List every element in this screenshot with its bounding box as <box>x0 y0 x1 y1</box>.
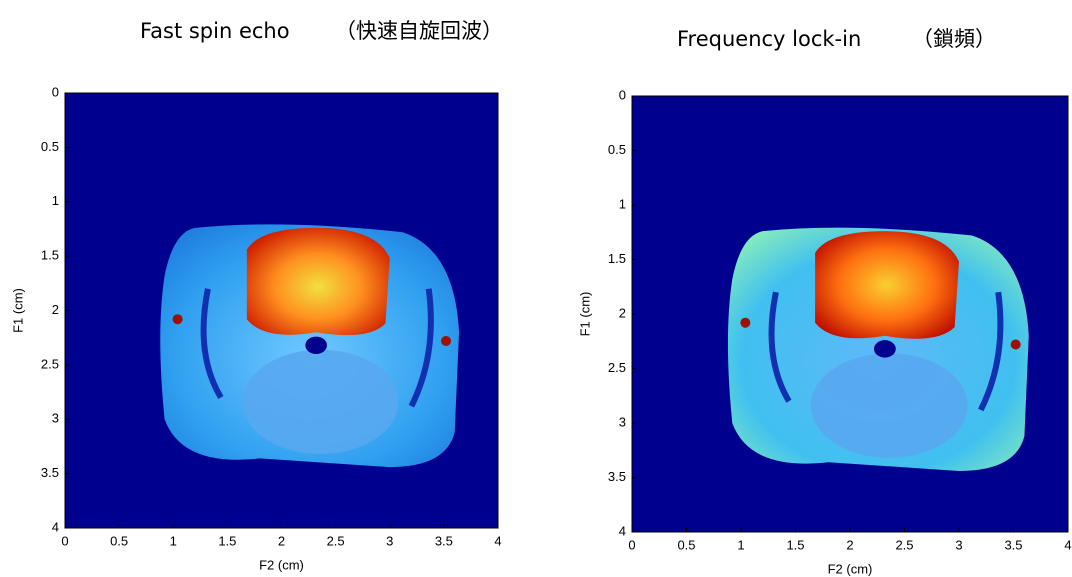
y-tick-label: 4 <box>619 523 626 538</box>
y-axis-label: F1 (cm) <box>577 292 592 337</box>
brain <box>815 231 959 339</box>
brain <box>247 228 390 335</box>
y-tick-label: 0.5 <box>608 142 626 157</box>
x-tick-label: 3 <box>955 537 962 552</box>
spot <box>1011 340 1021 350</box>
y-axis-label: F1 (cm) <box>10 288 25 333</box>
x-tick-label: 0.5 <box>110 533 128 548</box>
x-tick-label: 1 <box>737 537 744 552</box>
panel-subtitle: （快速自旋回波） <box>335 19 503 43</box>
x-axis-label: F2 (cm) <box>259 557 304 572</box>
x-tick-label: 0.5 <box>677 537 695 552</box>
x-tick-label: 1.5 <box>218 533 236 548</box>
x-tick-label: 3.5 <box>435 533 453 548</box>
panel-title: Fast spin echo <box>140 19 290 43</box>
y-tick-label: 3 <box>619 414 626 429</box>
spot <box>173 314 183 324</box>
x-axis-label: F2 (cm) <box>828 561 873 576</box>
panel-title: Frequency lock-in <box>677 27 861 51</box>
y-tick-label: 3.5 <box>608 469 626 484</box>
y-tick-label: 1.5 <box>41 248 59 263</box>
x-tick-label: 4 <box>494 533 501 548</box>
spot <box>441 336 451 346</box>
y-tick-label: 2.5 <box>608 360 626 375</box>
y-tick-label: 3.5 <box>41 465 59 480</box>
y-tick-label: 2.5 <box>41 356 59 371</box>
x-tick-label: 3 <box>386 533 393 548</box>
figure: Fast spin echo（快速自旋回波）00.511.522.533.540… <box>0 0 1072 577</box>
y-tick-label: 4 <box>52 519 59 534</box>
x-tick-label: 2 <box>278 533 285 548</box>
x-tick-label: 1 <box>170 533 177 548</box>
x-tick-label: 2.5 <box>327 533 345 548</box>
cerebellum <box>811 353 968 458</box>
x-tick-label: 2.5 <box>895 537 913 552</box>
x-tick-label: 3.5 <box>1004 537 1022 552</box>
spot <box>740 318 750 328</box>
x-tick-label: 0 <box>628 537 635 552</box>
y-tick-label: 2 <box>619 305 626 320</box>
y-tick-label: 1.5 <box>608 251 626 266</box>
y-tick-label: 1 <box>52 193 59 208</box>
y-tick-label: 1 <box>619 196 626 211</box>
y-tick-label: 0 <box>619 87 626 102</box>
x-tick-label: 1.5 <box>786 537 804 552</box>
ventricle <box>305 337 327 354</box>
x-tick-label: 4 <box>1064 537 1071 552</box>
x-tick-label: 0 <box>61 533 68 548</box>
y-tick-label: 0 <box>52 84 59 99</box>
x-tick-label: 2 <box>846 537 853 552</box>
ventricle <box>874 340 896 357</box>
y-tick-label: 0.5 <box>41 139 59 154</box>
y-tick-label: 3 <box>52 411 59 426</box>
cerebellum <box>243 350 399 454</box>
panel-subtitle: （鎖頻） <box>912 27 996 51</box>
y-tick-label: 2 <box>52 302 59 317</box>
